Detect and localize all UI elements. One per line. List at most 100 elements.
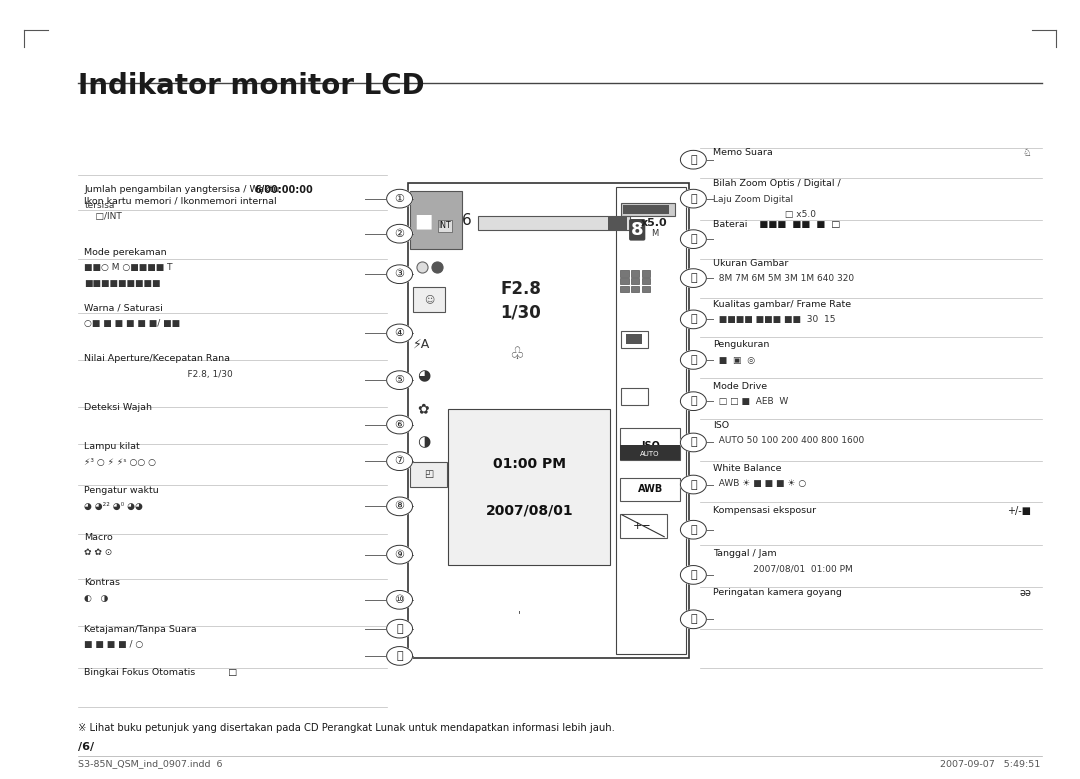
Circle shape [680, 310, 706, 329]
Text: S3-85N_QSM_ind_0907.indd  6: S3-85N_QSM_ind_0907.indd 6 [78, 760, 222, 769]
Text: Kompensasi eksposur: Kompensasi eksposur [713, 506, 815, 516]
Text: Kualitas gambar/ Frame Rate: Kualitas gambar/ Frame Rate [713, 300, 851, 309]
Text: ♘: ♘ [1023, 148, 1031, 158]
Text: ⚡³ ○ ⚡ ⚡ˢ ○○ ○: ⚡³ ○ ⚡ ⚡ˢ ○○ ○ [84, 458, 157, 467]
Text: ǝǝ: ǝǝ [1020, 588, 1031, 598]
Text: Pengatur waktu: Pengatur waktu [84, 486, 159, 495]
Text: ■■○ M ○■■■■ T: ■■○ M ○■■■■ T [84, 263, 173, 273]
Text: Peringatan kamera goyang: Peringatan kamera goyang [713, 588, 841, 597]
Circle shape [387, 224, 413, 243]
Circle shape [387, 647, 413, 665]
Text: INT: INT [438, 221, 451, 231]
Circle shape [680, 610, 706, 629]
Text: ◐   ◑: ◐ ◑ [84, 594, 109, 603]
Text: ⑲: ⑲ [690, 355, 697, 365]
Text: ♧: ♧ [509, 345, 524, 364]
Text: F2.8: F2.8 [500, 280, 541, 298]
Text: Mode perekaman: Mode perekaman [84, 248, 167, 257]
Text: ⑩: ⑩ [394, 595, 405, 605]
Bar [631, 270, 639, 277]
Text: ⑷: ⑷ [690, 155, 697, 164]
Text: AUTO 50 100 200 400 800 1600: AUTO 50 100 200 400 800 1600 [713, 436, 864, 446]
Text: F2.8, 1/30: F2.8, 1/30 [84, 370, 233, 379]
Text: ⑤: ⑤ [394, 375, 405, 385]
Text: +−: +− [633, 521, 652, 530]
Text: Jumlah pengambilan yangtersisa / Waktu: Jumlah pengambilan yangtersisa / Waktu [84, 185, 280, 195]
Text: ◕: ◕ [417, 368, 430, 384]
Text: ○■ ■ ■ ■ ■ ■/ ■■: ○■ ■ ■ ■ ■ ■/ ■■ [84, 319, 180, 329]
Text: Bilah Zoom Optis / Digital /: Bilah Zoom Optis / Digital / [713, 179, 840, 189]
Text: ⑴: ⑴ [690, 273, 697, 283]
Text: ⑶: ⑶ [690, 194, 697, 203]
Circle shape [680, 433, 706, 452]
Text: AUTO: AUTO [640, 451, 660, 457]
Text: AWB: AWB [637, 485, 663, 494]
Text: ■: ■ [414, 211, 433, 230]
Text: ■ ■ ■ ■ / ○: ■ ■ ■ ■ / ○ [84, 640, 144, 650]
Text: Mode Drive: Mode Drive [713, 382, 767, 391]
Text: 1/30: 1/30 [500, 304, 541, 322]
Text: +/-■: +/-■ [1008, 506, 1031, 516]
Text: Macro: Macro [84, 533, 113, 542]
Bar [608, 216, 627, 230]
Text: ✿: ✿ [418, 402, 429, 416]
Text: tersisa: tersisa [84, 201, 114, 210]
Text: ⑪: ⑪ [396, 624, 403, 633]
Text: ※ Lihat buku petunjuk yang disertakan pada CD Perangkat Lunak untuk mendapatkan : ※ Lihat buku petunjuk yang disertakan pa… [78, 723, 615, 733]
Bar [448, 409, 610, 565]
Bar [620, 478, 680, 501]
Circle shape [680, 189, 706, 208]
Text: M: M [651, 229, 658, 238]
Circle shape [387, 415, 413, 434]
Text: ⑱: ⑱ [690, 397, 697, 406]
Text: Indikator monitor LCD: Indikator monitor LCD [78, 72, 424, 100]
Bar [408, 183, 689, 658]
Text: ■  ▣  ◎: ■ ▣ ◎ [713, 356, 755, 365]
Text: □ x5.0: □ x5.0 [713, 210, 815, 220]
Bar [623, 205, 669, 214]
Text: 2007/08/01  01:00 PM: 2007/08/01 01:00 PM [713, 565, 852, 574]
Text: Laju Zoom Digital: Laju Zoom Digital [713, 195, 793, 204]
Bar [626, 334, 642, 344]
Text: Warna / Saturasi: Warna / Saturasi [84, 304, 163, 313]
Text: 8M 7M 6M 5M 3M 1M 640 320: 8M 7M 6M 5M 3M 1M 640 320 [713, 274, 854, 284]
Circle shape [680, 520, 706, 539]
Text: ⑦: ⑦ [394, 456, 405, 466]
Text: ': ' [518, 611, 521, 620]
Text: ⑬: ⑬ [690, 615, 697, 624]
Text: Pengukuran: Pengukuran [713, 340, 769, 350]
Circle shape [387, 545, 413, 564]
Text: ⑫: ⑫ [396, 651, 403, 661]
Circle shape [680, 392, 706, 411]
Bar [642, 278, 650, 284]
Text: ⑵: ⑵ [690, 234, 697, 244]
Text: AWB ☀ ■ ■ ■ ☀ ○: AWB ☀ ■ ■ ■ ☀ ○ [713, 479, 806, 488]
Bar [620, 445, 680, 460]
Circle shape [680, 150, 706, 169]
Text: ◕ ◕²² ◕⁰ ◕◕: ◕ ◕²² ◕⁰ ◕◕ [84, 502, 144, 511]
Circle shape [387, 265, 413, 284]
Text: □ □ ■  AEB  W: □ □ ■ AEB W [713, 397, 788, 407]
Bar [616, 187, 686, 654]
Text: ⑨: ⑨ [394, 550, 405, 559]
Bar [620, 270, 629, 277]
Circle shape [680, 351, 706, 369]
Bar [642, 286, 650, 292]
Bar [621, 331, 648, 348]
Text: ⑭: ⑭ [690, 570, 697, 580]
Text: ⚡A: ⚡A [413, 338, 430, 351]
Text: Baterai    ■■■  ■■  ■  □: Baterai ■■■ ■■ ■ □ [713, 220, 840, 229]
Text: Ketajaman/Tanpa Suara: Ketajaman/Tanpa Suara [84, 625, 197, 634]
Circle shape [387, 189, 413, 208]
Text: ☺: ☺ [423, 294, 434, 304]
Bar [621, 388, 648, 405]
Circle shape [387, 324, 413, 343]
Circle shape [387, 619, 413, 638]
Bar [620, 428, 680, 460]
Text: ⑯: ⑯ [690, 480, 697, 489]
Text: Ikon kartu memori / Ikonmemori internal: Ikon kartu memori / Ikonmemori internal [84, 196, 276, 206]
Text: ⑰: ⑰ [690, 438, 697, 447]
Text: Tanggal / Jam: Tanggal / Jam [713, 549, 777, 559]
Circle shape [387, 497, 413, 516]
Text: 2007/08/01: 2007/08/01 [485, 503, 573, 517]
